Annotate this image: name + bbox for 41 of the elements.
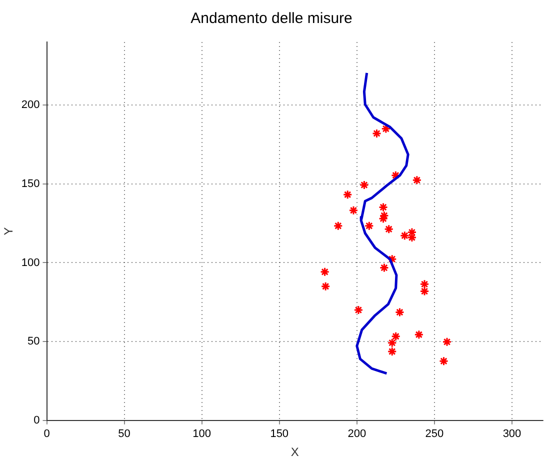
point [372, 128, 382, 138]
point [442, 337, 452, 347]
point [439, 356, 448, 366]
point [378, 202, 388, 212]
point [333, 221, 343, 231]
point [414, 330, 424, 340]
y-tick-label: 50 [28, 336, 40, 348]
y-tick-label: 200 [21, 99, 40, 112]
point [400, 230, 410, 240]
point [381, 124, 391, 134]
y-tick-label: 0 [34, 414, 40, 426]
y-tick-label: 150 [21, 178, 40, 190]
point [420, 286, 430, 296]
point [320, 267, 330, 277]
point [364, 221, 374, 231]
point [354, 305, 364, 315]
x-tick-label: 150 [270, 428, 289, 440]
point [379, 263, 389, 273]
point [342, 190, 352, 200]
point [387, 346, 397, 356]
x-tick-label: 250 [425, 428, 444, 440]
point [391, 332, 401, 342]
point [387, 254, 397, 264]
y-axis-title: Y [2, 227, 16, 236]
x-axis-title: X [290, 445, 299, 460]
point [320, 282, 330, 292]
point [420, 279, 430, 289]
point [384, 224, 394, 234]
y-tick-label: 100 [21, 256, 40, 269]
point [387, 338, 397, 348]
x-tick-label: 50 [118, 428, 130, 440]
x-tick-label: 300 [502, 428, 522, 440]
chart-title: Andamento delle misure [190, 10, 352, 28]
x-tick-label: 100 [192, 428, 212, 440]
point [412, 175, 422, 185]
point [394, 307, 404, 317]
x-tick-label: 0 [44, 428, 50, 440]
point [359, 180, 369, 190]
x-tick-label: 200 [348, 428, 366, 440]
point [390, 170, 400, 180]
point [348, 206, 358, 216]
